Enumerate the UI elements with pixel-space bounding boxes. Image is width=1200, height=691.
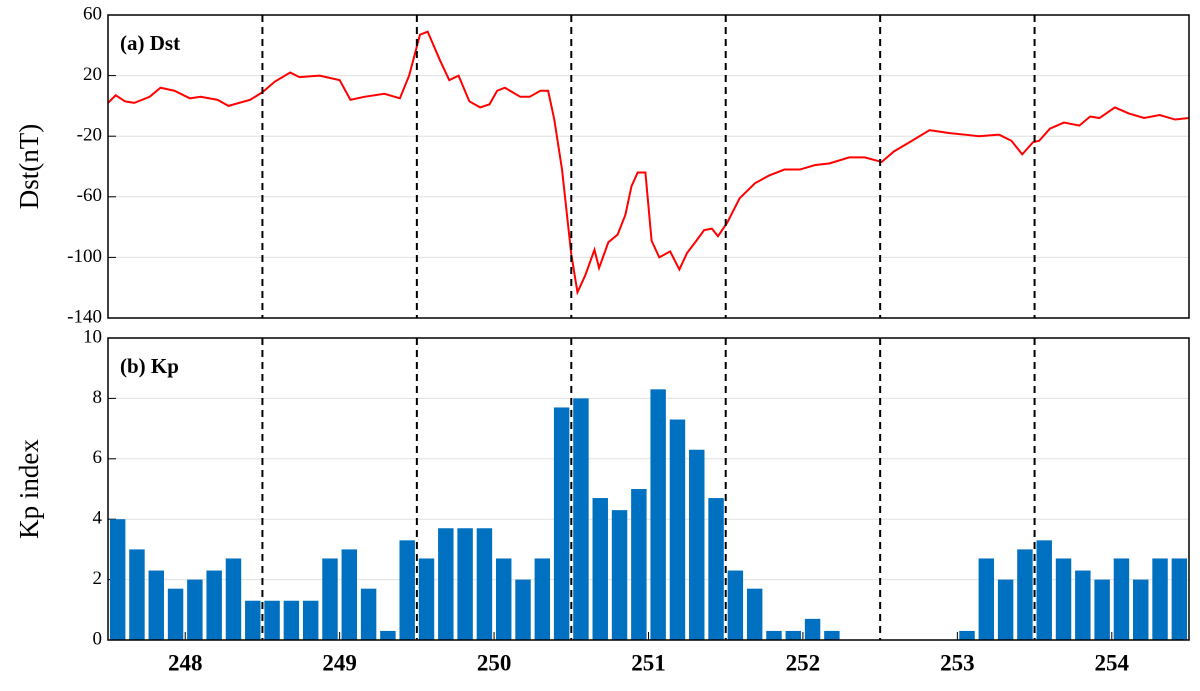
bar	[959, 630, 975, 640]
y-tick-label: 20	[83, 64, 102, 85]
bar	[1036, 540, 1052, 640]
bar	[553, 407, 570, 640]
bar	[1113, 558, 1130, 640]
bar	[766, 630, 782, 640]
bar	[727, 570, 744, 640]
bar	[476, 528, 493, 640]
dst-line	[107, 30, 1190, 296]
bar	[978, 558, 995, 640]
bar	[611, 510, 628, 640]
bar	[804, 618, 821, 640]
bar	[283, 600, 300, 640]
bar	[1152, 558, 1168, 640]
bar	[746, 588, 763, 640]
bar	[438, 528, 454, 640]
bar	[669, 419, 686, 640]
x-tick-label: 249	[322, 650, 357, 675]
plot-frame	[107, 14, 1190, 319]
bar	[418, 558, 435, 640]
y-axis-label: Kp index	[14, 439, 44, 539]
y-tick-label: -140	[67, 306, 102, 327]
panel-label: (b) Kp	[120, 354, 179, 378]
y-tick-label: 4	[93, 508, 103, 529]
bar	[1055, 558, 1072, 640]
bar	[109, 519, 126, 640]
bar	[148, 570, 164, 640]
bar	[322, 558, 338, 640]
x-tick-label: 248	[168, 650, 203, 675]
x-tick-label: 254	[1095, 650, 1130, 675]
bar	[167, 588, 184, 640]
bar	[1171, 558, 1188, 640]
bar	[302, 600, 319, 640]
y-tick-label: 6	[93, 447, 103, 468]
bar	[785, 630, 801, 640]
plot-frame	[107, 337, 1190, 641]
y-axis-label: Dst(nT)	[14, 124, 44, 209]
bar	[534, 558, 551, 640]
bar	[1133, 579, 1149, 640]
bar	[515, 579, 531, 640]
bar	[225, 558, 242, 640]
y-tick-label: 0	[93, 628, 103, 649]
y-tick-label: 10	[83, 326, 102, 347]
bar	[573, 398, 589, 640]
bar	[631, 489, 647, 640]
bar	[187, 579, 203, 640]
bar	[341, 549, 358, 640]
y-tick-label: 2	[93, 568, 103, 589]
x-tick-label: 253	[940, 650, 975, 675]
bar	[457, 528, 473, 640]
bar	[824, 630, 840, 640]
y-tick-label: 60	[83, 3, 102, 24]
x-tick-label: 251	[631, 650, 666, 675]
bar	[360, 588, 377, 640]
panel-label: (a) Dst	[120, 31, 180, 55]
y-tick-label: -20	[77, 125, 102, 146]
y-tick-label: -100	[67, 246, 102, 267]
bar	[496, 558, 512, 640]
bar	[129, 549, 145, 640]
y-tick-label: 8	[93, 387, 103, 408]
x-tick-label: 250	[477, 650, 512, 675]
bar	[650, 389, 666, 640]
bar	[708, 498, 724, 640]
bar	[380, 630, 396, 640]
bar	[206, 570, 222, 640]
bar	[1017, 549, 1033, 640]
bar	[1075, 570, 1091, 640]
bar	[689, 449, 705, 640]
y-tick-label: -60	[77, 185, 102, 206]
bar	[399, 540, 415, 640]
bar	[245, 600, 261, 640]
bar	[592, 498, 608, 640]
bar	[997, 579, 1014, 640]
x-tick-label: 252	[786, 650, 821, 675]
bar	[1094, 579, 1110, 640]
bar	[264, 600, 280, 640]
